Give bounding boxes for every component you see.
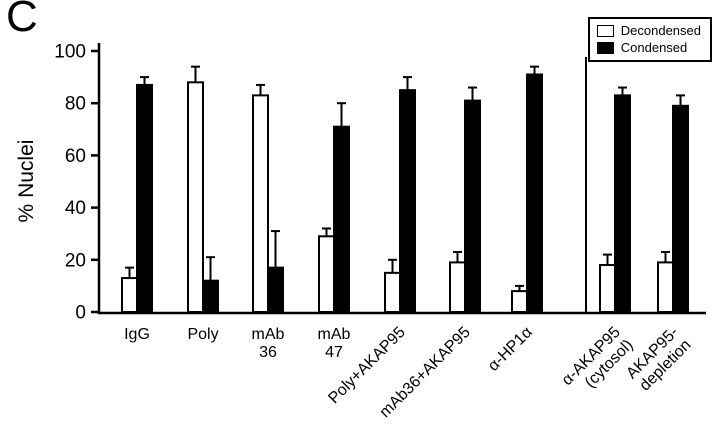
bar-decondensed (252, 94, 269, 314)
x-category-label: AKAP95-depletion (623, 324, 694, 395)
y-axis-title: % Nuclei (15, 139, 38, 223)
bar-condensed (464, 99, 481, 313)
bar-decondensed (449, 261, 466, 314)
bar-condensed (136, 83, 153, 314)
x-category-label: mAb 36 (252, 326, 285, 361)
bar-condensed (267, 266, 284, 314)
bar-decondensed (121, 277, 138, 314)
bar-condensed (202, 279, 219, 313)
bar-condensed (333, 125, 350, 313)
x-category-label: α-HP1α (485, 324, 536, 375)
legend-label-decondensed: Decondensed (620, 23, 701, 38)
x-category-label: IgG (124, 326, 150, 343)
legend-item-decondensed: Decondensed (596, 23, 701, 38)
y-tick-label: 20 (65, 250, 86, 271)
legend-swatch-condensed (596, 41, 614, 54)
legend-swatch-decondensed (596, 24, 614, 37)
y-tick-label: 60 (65, 146, 86, 167)
panel-label: C (6, 0, 38, 41)
bar-decondensed (599, 264, 616, 313)
x-category-label: mAb 47 (318, 326, 351, 361)
y-tick-label: 0 (75, 303, 86, 324)
y-tick-label: 80 (65, 94, 86, 115)
y-tick-label: 100 (54, 42, 86, 63)
bar-decondensed (511, 290, 528, 313)
bar-condensed (526, 73, 543, 313)
legend: Decondensed Condensed (587, 17, 712, 62)
bar-condensed (614, 94, 631, 314)
bar-condensed (672, 104, 689, 313)
bar-decondensed (318, 235, 335, 313)
bar-decondensed (657, 261, 674, 314)
legend-label-condensed: Condensed (620, 40, 688, 55)
x-category-label: α-AKAP95(cytosol) (559, 324, 637, 402)
bar-condensed (399, 89, 416, 314)
bar-decondensed (384, 271, 401, 314)
y-tick-label: 40 (65, 198, 86, 219)
x-category-label: Poly (187, 326, 218, 343)
legend-item-condensed: Condensed (596, 40, 701, 55)
bar-decondensed (187, 81, 204, 313)
